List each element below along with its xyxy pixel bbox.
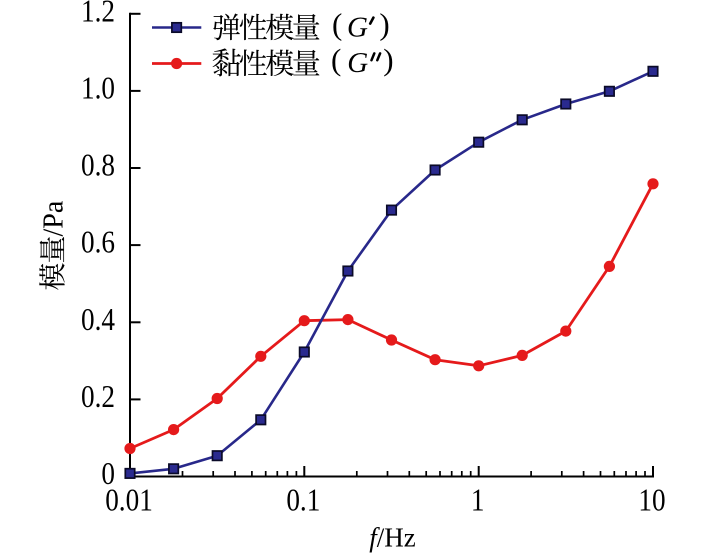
svg-text:): ) <box>379 7 389 42</box>
svg-text:1: 1 <box>471 483 485 517</box>
svg-text:/Pa: /Pa <box>38 200 69 236</box>
svg-text:0.4: 0.4 <box>81 303 115 337</box>
svg-text:1.2: 1.2 <box>81 0 115 29</box>
svg-text:0.01: 0.01 <box>105 483 153 517</box>
svg-text:0.8: 0.8 <box>81 149 115 183</box>
svg-text:10: 10 <box>638 483 665 517</box>
svg-text:0.1: 0.1 <box>286 483 320 517</box>
svg-text:0: 0 <box>101 457 115 491</box>
svg-text:f/Hz: f/Hz <box>369 523 416 553</box>
svg-text:1.0: 1.0 <box>81 72 115 106</box>
svg-text:G: G <box>347 47 368 79</box>
svg-text:0.2: 0.2 <box>81 380 115 414</box>
svg-text:G: G <box>347 12 368 44</box>
svg-text:(: ( <box>331 42 341 77</box>
svg-text:): ) <box>383 42 393 77</box>
svg-text:(: ( <box>332 7 342 42</box>
svg-text:0.6: 0.6 <box>81 226 115 260</box>
